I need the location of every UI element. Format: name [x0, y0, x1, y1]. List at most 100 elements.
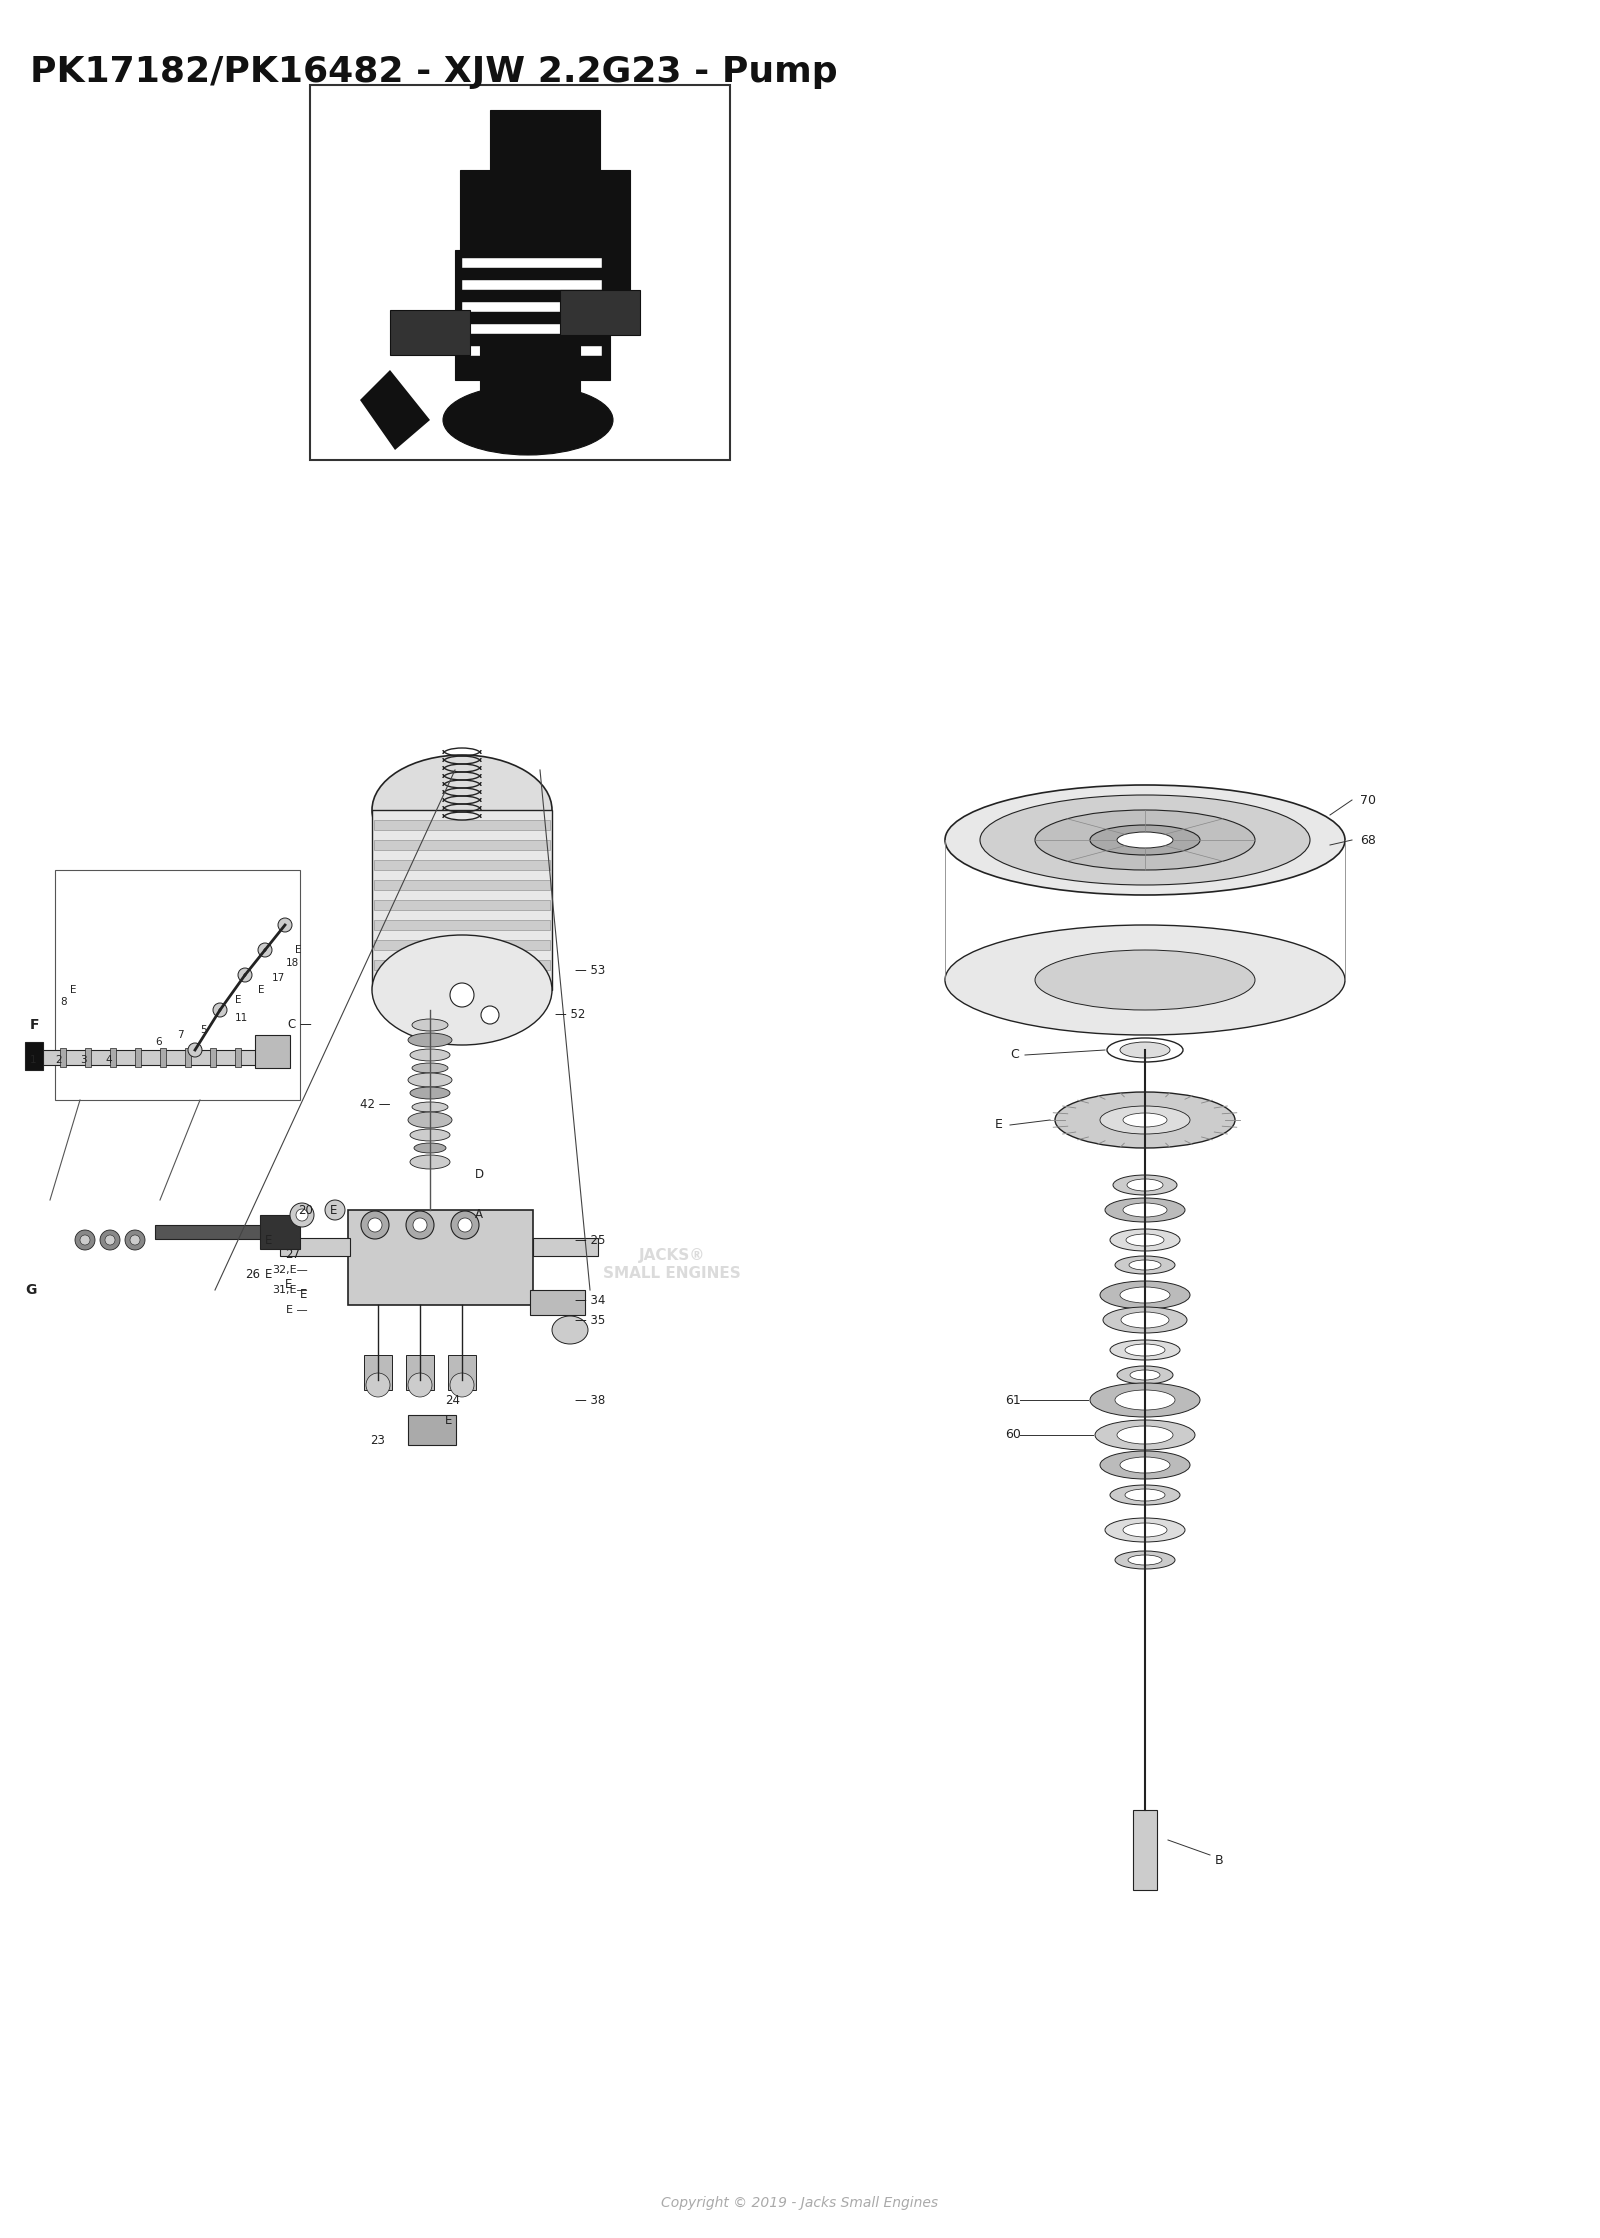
Text: E: E — [995, 1119, 1003, 1132]
Text: E: E — [285, 1278, 293, 1291]
Ellipse shape — [1107, 1038, 1182, 1063]
Ellipse shape — [371, 935, 552, 1045]
Bar — [480, 340, 579, 401]
Bar — [26, 1043, 43, 1070]
Ellipse shape — [1090, 1383, 1200, 1417]
Bar — [110, 1047, 115, 1068]
Ellipse shape — [371, 754, 552, 866]
Text: A: A — [475, 1209, 483, 1222]
Ellipse shape — [1035, 810, 1254, 871]
Ellipse shape — [443, 385, 613, 454]
Circle shape — [213, 1003, 227, 1016]
Bar — [374, 900, 550, 911]
Ellipse shape — [413, 1101, 448, 1112]
Text: E: E — [301, 1289, 307, 1303]
Text: C: C — [1010, 1047, 1019, 1061]
Bar — [374, 880, 550, 891]
Bar — [374, 819, 550, 830]
Ellipse shape — [366, 1372, 390, 1397]
Bar — [533, 1238, 598, 1256]
Text: E: E — [266, 1269, 272, 1282]
Ellipse shape — [1128, 1555, 1162, 1564]
Bar — [530, 1289, 586, 1316]
Ellipse shape — [1123, 1204, 1166, 1217]
Text: — 53: — 53 — [574, 965, 605, 976]
Text: 42 —: 42 — — [360, 1099, 390, 1112]
Bar — [408, 1414, 456, 1446]
Ellipse shape — [1122, 1311, 1170, 1327]
Text: 23: 23 — [370, 1435, 386, 1446]
Text: 2: 2 — [54, 1054, 62, 1065]
Circle shape — [296, 1209, 307, 1222]
Ellipse shape — [450, 1372, 474, 1397]
Bar — [374, 920, 550, 931]
Ellipse shape — [1123, 1112, 1166, 1128]
Circle shape — [368, 1217, 382, 1231]
Circle shape — [458, 1217, 472, 1231]
Circle shape — [238, 969, 253, 982]
Bar — [462, 347, 602, 356]
Bar — [61, 1047, 66, 1068]
Ellipse shape — [1101, 1450, 1190, 1479]
Circle shape — [99, 1231, 120, 1251]
Ellipse shape — [1110, 1341, 1181, 1361]
Bar — [374, 960, 550, 969]
Bar — [235, 1047, 242, 1068]
Ellipse shape — [1090, 826, 1200, 855]
Circle shape — [80, 1235, 90, 1244]
Ellipse shape — [408, 1034, 453, 1047]
Bar — [462, 280, 602, 291]
Bar — [490, 110, 600, 190]
Text: 32,E—: 32,E— — [272, 1264, 307, 1276]
Ellipse shape — [1101, 1106, 1190, 1135]
Bar — [310, 85, 730, 461]
Circle shape — [482, 1007, 499, 1025]
Text: B: B — [1214, 1853, 1224, 1866]
Text: 17: 17 — [272, 974, 285, 982]
Text: 11: 11 — [235, 1014, 248, 1023]
Text: 1: 1 — [30, 1054, 37, 1065]
Ellipse shape — [408, 1372, 432, 1397]
Bar — [254, 1034, 290, 1068]
Text: 31,E—: 31,E— — [272, 1285, 307, 1296]
Circle shape — [325, 1200, 346, 1220]
Ellipse shape — [1130, 1260, 1162, 1269]
Bar — [155, 1224, 275, 1240]
Circle shape — [290, 1204, 314, 1226]
Circle shape — [278, 918, 291, 931]
Text: E: E — [235, 996, 242, 1005]
Ellipse shape — [414, 1144, 446, 1153]
Ellipse shape — [1117, 1426, 1173, 1444]
Circle shape — [125, 1231, 146, 1251]
Ellipse shape — [1125, 1345, 1165, 1356]
Bar — [461, 170, 630, 291]
Ellipse shape — [1106, 1517, 1186, 1542]
Ellipse shape — [410, 1155, 450, 1168]
Ellipse shape — [410, 1128, 450, 1141]
Text: 6: 6 — [155, 1036, 162, 1047]
Text: 70: 70 — [1360, 794, 1376, 806]
Text: — 52: — 52 — [555, 1009, 586, 1021]
Bar — [462, 302, 602, 311]
Text: 8: 8 — [61, 996, 67, 1007]
Ellipse shape — [1035, 949, 1254, 1009]
Ellipse shape — [1101, 1280, 1190, 1309]
Ellipse shape — [1102, 1307, 1187, 1334]
Text: 7: 7 — [178, 1029, 184, 1041]
Text: D: D — [475, 1168, 485, 1182]
Text: 61: 61 — [1005, 1394, 1021, 1405]
Text: 4: 4 — [106, 1054, 112, 1065]
Text: 5: 5 — [200, 1025, 206, 1034]
Text: 3: 3 — [80, 1054, 86, 1065]
Ellipse shape — [413, 1018, 448, 1032]
Circle shape — [189, 1043, 202, 1056]
Bar — [160, 1047, 166, 1068]
Text: C —: C — — [288, 1018, 312, 1032]
Bar — [30, 1050, 280, 1065]
Ellipse shape — [1117, 1365, 1173, 1383]
Bar — [186, 1047, 190, 1068]
Ellipse shape — [1120, 1043, 1170, 1059]
Ellipse shape — [1094, 1419, 1195, 1450]
Ellipse shape — [1123, 1524, 1166, 1538]
Bar — [560, 291, 640, 336]
